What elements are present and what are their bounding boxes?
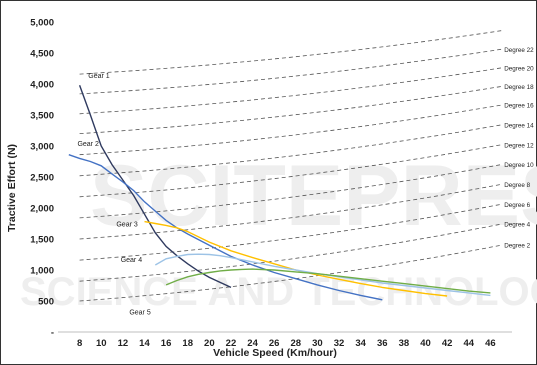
x-tick-label: 28 (291, 338, 302, 349)
y-tick-label: 5,000 (30, 18, 54, 29)
x-tick-label: 44 (463, 338, 474, 349)
degree-line (79, 223, 502, 282)
degree-line (79, 86, 502, 134)
y-tick-label: 3,500 (30, 111, 54, 122)
degree-label: Degree 14 (504, 122, 534, 129)
x-tick-label: 32 (334, 338, 345, 349)
degree-label: Degree 2 (504, 243, 530, 250)
x-tick-label: 20 (204, 338, 215, 349)
y-tick-label: 1,000 (30, 266, 54, 277)
gear-label: Gear 1 (88, 73, 110, 80)
gear-labels: Gear 1 Gear 2 Gear 3 Gear 4 Gear 5 (77, 73, 150, 317)
y-tick-label: 2,000 (30, 204, 54, 215)
x-tick-label: 26 (269, 338, 280, 349)
degree-lines: Degree 2 Degree 4 Degree 6 Degree 8 Degree 1… (79, 30, 534, 302)
series-line (154, 253, 491, 297)
y-tick-label: 1,500 (30, 235, 54, 246)
x-tick-label: 12 (118, 338, 129, 349)
x-tick-label: 38 (399, 338, 410, 349)
x-tick-label: 16 (161, 338, 172, 349)
degree-label: Degree 6 (504, 202, 530, 209)
y-tick-label: 3,000 (30, 142, 54, 153)
x-tick-label: 14 (139, 338, 150, 349)
degree-line (79, 203, 502, 261)
degree-line (79, 30, 502, 75)
degree-line (79, 164, 502, 219)
degree-line (79, 184, 502, 240)
degree-label: Degree 12 (504, 142, 534, 149)
degree-label: Degree 18 (504, 84, 534, 91)
axes: - 500 1,000 1,500 2,000 2,500 3,000 3,500 4,000 4… (30, 18, 512, 349)
x-tick-label: 22 (226, 338, 237, 349)
x-axis-title: Vehicle Speed (Km/hour) (213, 347, 337, 359)
degree-line (79, 67, 502, 115)
degree-label: Degree 20 (504, 65, 534, 72)
y-tick-label: 500 (38, 297, 54, 308)
degree-label: Degree 16 (504, 103, 534, 110)
degree-label: Degree 8 (504, 182, 530, 189)
degree-line (79, 104, 502, 156)
series-line (165, 268, 491, 294)
x-tick-label: 40 (420, 338, 431, 349)
gear-label: Gear 5 (129, 310, 151, 317)
watermark: SCITEPRESS SCIENCE AND TECHNOLOGY (20, 148, 537, 314)
x-tick-label: 30 (312, 338, 323, 349)
y-tick-label: 4,500 (30, 49, 54, 60)
series-line (78, 84, 232, 289)
degree-line (79, 48, 502, 95)
y-tick-label: 2,500 (30, 173, 54, 184)
x-tick-label: 42 (442, 338, 453, 349)
watermark-top: SCITEPRESS (90, 148, 537, 244)
x-tick-label: 36 (377, 338, 388, 349)
y-tick-label: - (51, 328, 54, 339)
degree-line (79, 144, 502, 198)
x-tick-label: 24 (247, 338, 258, 349)
degree-label: Degree 22 (504, 47, 534, 54)
y-axis-title: Tractive Effort (N) (6, 144, 18, 232)
gear-series (68, 84, 491, 301)
gear-label: Gear 2 (77, 141, 99, 148)
gear-label: Gear 4 (121, 257, 143, 264)
watermark-bottom: SCIENCE AND TECHNOLOGY (20, 270, 537, 314)
x-tick-label: 18 (182, 338, 193, 349)
gear-label: Gear 3 (116, 222, 138, 229)
degree-label: Degree 10 (504, 162, 534, 169)
degree-line (79, 124, 502, 177)
series-line (144, 220, 448, 297)
degree-label: Degree 4 (504, 222, 530, 229)
x-tick-label: 46 (485, 338, 496, 349)
x-tick-label: 8 (77, 338, 82, 349)
degree-line (79, 244, 502, 302)
y-tick-label: 4,000 (30, 80, 54, 91)
x-tick-label: 34 (355, 338, 366, 349)
x-tick-label: 10 (96, 338, 107, 349)
